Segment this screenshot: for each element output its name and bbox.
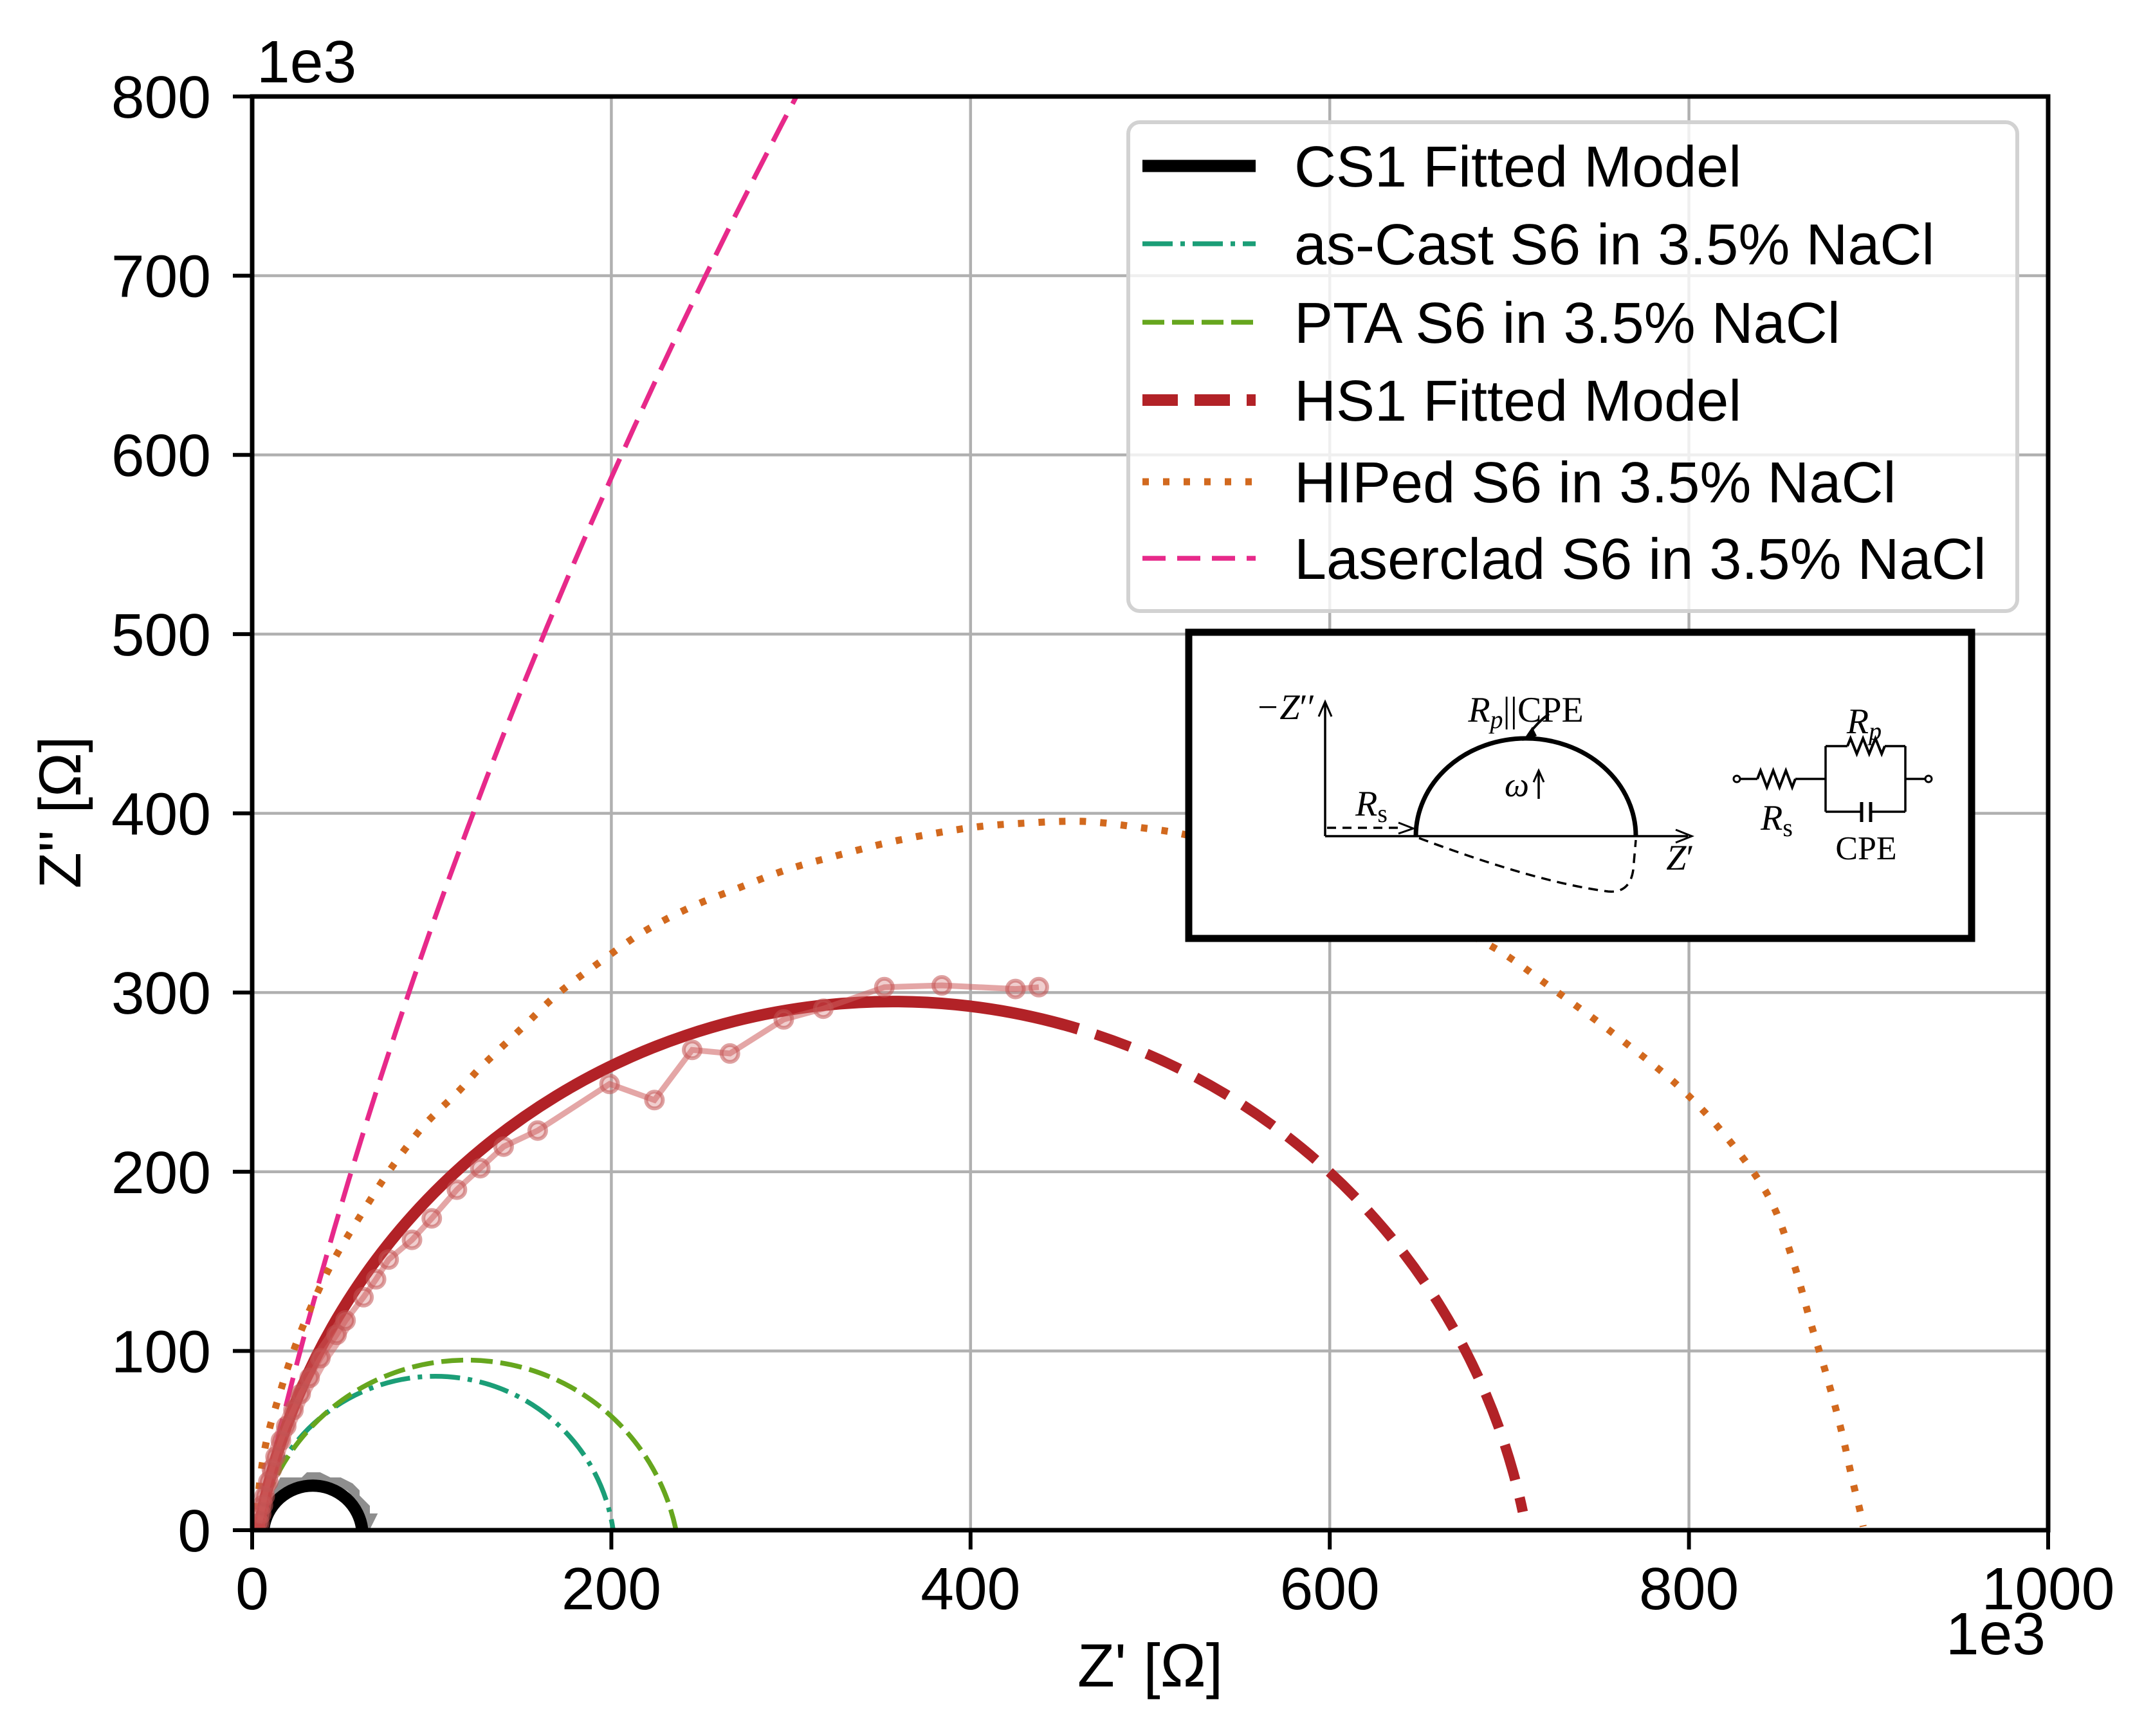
svg-text:−Z′′: −Z′′ (1256, 688, 1315, 727)
svg-text:100: 100 (111, 1318, 211, 1385)
svg-text:1e3: 1e3 (257, 28, 356, 95)
svg-text:400: 400 (111, 781, 211, 848)
svg-text:200: 200 (111, 1139, 211, 1206)
svg-text:600: 600 (111, 422, 211, 489)
svg-text:CS1 Fitted Model: CS1 Fitted Model (1294, 135, 1741, 199)
svg-text:as-Cast S6 in 3.5% NaCl: as-Cast S6 in 3.5% NaCl (1294, 213, 1934, 277)
svg-text:0: 0 (178, 1497, 211, 1564)
svg-text:Rs: Rs (1760, 798, 1793, 842)
svg-text:0: 0 (235, 1555, 269, 1622)
svg-text:600: 600 (1280, 1555, 1380, 1622)
svg-text:800: 800 (1639, 1555, 1739, 1622)
svg-text:PTA S6 in 3.5% NaCl: PTA S6 in 3.5% NaCl (1294, 291, 1840, 356)
svg-text:Rp: Rp (1846, 702, 1882, 745)
svg-text:300: 300 (111, 960, 211, 1027)
svg-text:HS1 Fitted Model: HS1 Fitted Model (1294, 369, 1741, 434)
svg-text:Z'' [Ω]: Z'' [Ω] (28, 736, 93, 889)
svg-text:500: 500 (111, 601, 211, 668)
svg-text:Z′: Z′ (1666, 838, 1694, 878)
svg-text:CPE: CPE (1835, 830, 1896, 867)
svg-text:ω: ω (1505, 765, 1529, 804)
svg-text:HIPed S6 in 3.5% NaCl: HIPed S6 in 3.5% NaCl (1294, 451, 1896, 515)
svg-text:Rs: Rs (1355, 784, 1388, 828)
svg-text:200: 200 (562, 1555, 661, 1622)
svg-text:1000: 1000 (1982, 1555, 2115, 1622)
svg-text:Laserclad S6 in 3.5% NaCl: Laserclad S6 in 3.5% NaCl (1294, 527, 1986, 592)
svg-text:700: 700 (111, 243, 211, 310)
svg-text:Rp||CPE: Rp||CPE (1467, 690, 1583, 734)
svg-text:Z' [Ω]: Z' [Ω] (1077, 1632, 1223, 1700)
svg-text:800: 800 (111, 64, 211, 131)
svg-text:400: 400 (921, 1555, 1020, 1622)
svg-text:1e3: 1e3 (1946, 1600, 2046, 1667)
